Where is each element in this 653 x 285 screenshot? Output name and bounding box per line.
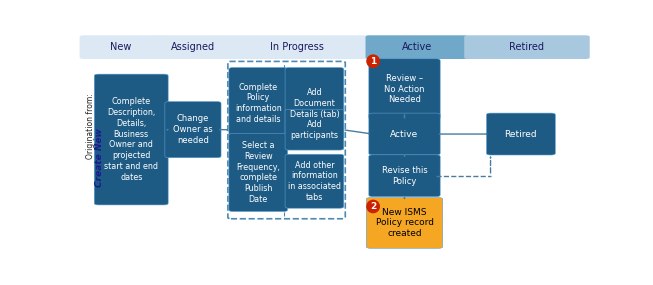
Text: Add
Document
Details (tab): Add Document Details (tab) bbox=[289, 88, 340, 119]
Text: Review –
No Action
Needed: Review – No Action Needed bbox=[384, 74, 424, 104]
FancyBboxPatch shape bbox=[285, 109, 343, 150]
FancyBboxPatch shape bbox=[369, 59, 440, 119]
FancyBboxPatch shape bbox=[224, 35, 370, 59]
Text: Change
Owner as
needed: Change Owner as needed bbox=[173, 114, 213, 145]
FancyBboxPatch shape bbox=[80, 35, 162, 59]
FancyBboxPatch shape bbox=[158, 35, 228, 59]
FancyBboxPatch shape bbox=[366, 198, 443, 248]
Text: Active: Active bbox=[390, 130, 419, 139]
Text: New: New bbox=[110, 42, 131, 52]
FancyBboxPatch shape bbox=[366, 35, 468, 59]
FancyBboxPatch shape bbox=[229, 133, 287, 211]
FancyBboxPatch shape bbox=[464, 35, 590, 59]
Text: Active: Active bbox=[402, 42, 432, 52]
FancyBboxPatch shape bbox=[285, 68, 343, 139]
Ellipse shape bbox=[367, 200, 379, 213]
Text: Origination from:: Origination from: bbox=[86, 93, 95, 159]
Ellipse shape bbox=[367, 55, 379, 67]
Text: Assigned: Assigned bbox=[171, 42, 215, 52]
FancyBboxPatch shape bbox=[369, 113, 440, 155]
FancyBboxPatch shape bbox=[165, 101, 221, 158]
Text: Add
participants: Add participants bbox=[291, 120, 338, 140]
Text: New ISMS
Policy record
created: New ISMS Policy record created bbox=[375, 208, 434, 238]
Text: Select a
Review
Frequency,
complete
Publish
Date: Select a Review Frequency, complete Publ… bbox=[236, 141, 280, 204]
Text: In Progress: In Progress bbox=[270, 42, 324, 52]
Text: Complete
Policy
information
and details: Complete Policy information and details bbox=[235, 83, 281, 124]
FancyBboxPatch shape bbox=[369, 155, 440, 197]
FancyBboxPatch shape bbox=[486, 113, 555, 155]
Text: 2: 2 bbox=[370, 202, 376, 211]
Text: Revise this
Policy: Revise this Policy bbox=[381, 166, 427, 186]
FancyBboxPatch shape bbox=[285, 154, 343, 208]
Text: Add other
information
in associated
tabs: Add other information in associated tabs bbox=[288, 161, 341, 202]
Text: Retired: Retired bbox=[505, 130, 537, 139]
Text: Complete
Description,
Details,
Business
Owner and
projected
start and end
dates: Complete Description, Details, Business … bbox=[104, 97, 158, 182]
FancyBboxPatch shape bbox=[94, 74, 168, 205]
Text: 1: 1 bbox=[370, 57, 376, 66]
Text: Retired: Retired bbox=[509, 42, 545, 52]
Text: Create New: Create New bbox=[95, 128, 104, 186]
FancyBboxPatch shape bbox=[229, 68, 287, 139]
